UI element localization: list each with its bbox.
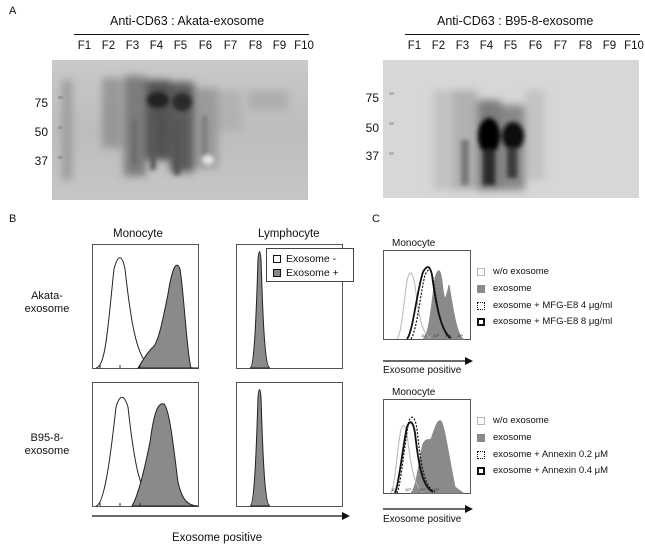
panel-b-label: B	[9, 213, 17, 225]
panel-c2-x-arrow	[383, 505, 473, 513]
legend-c1-mfge8-8: exosome + MFG-E8 8 μg/ml	[477, 316, 612, 327]
lane-label: F8	[248, 40, 263, 52]
blot-b95-title: Anti-CD63 : B95-8-exosome	[437, 14, 594, 28]
histogram-akata-monocyte	[92, 244, 199, 369]
mw-marker: 37	[365, 149, 379, 163]
lane-label: F9	[272, 40, 287, 52]
legend-swatch-filled	[273, 269, 281, 277]
lane-label: F1	[77, 40, 92, 52]
svg-text:10⁴: 10⁴	[419, 487, 425, 492]
lane-label: F7	[553, 40, 568, 52]
histogram-b95-lymphocyte	[236, 382, 343, 507]
legend-c1-wo-exosome: w/o exosome	[477, 266, 549, 277]
mw-marker: 50	[34, 125, 48, 139]
lane-label: F2	[101, 40, 116, 52]
panel-c2-title: Monocyte	[392, 387, 436, 398]
histogram-c1: 10² 10³ 10⁴ 10⁵	[383, 250, 471, 340]
svg-text:10⁵: 10⁵	[457, 333, 463, 338]
mw-marker: 50	[365, 121, 379, 135]
lane-label: F7	[223, 40, 238, 52]
lane-label: F10	[294, 40, 314, 52]
lane-label: F4	[479, 40, 494, 52]
blot-akata-title-rule	[74, 34, 309, 35]
panel-c1-title: Monocyte	[392, 238, 436, 249]
legend-swatch-filled	[477, 284, 485, 293]
legend-item-exosome-neg: Exosome -	[273, 253, 336, 265]
legend-swatch-gray-open	[477, 416, 485, 425]
legend-c2-wo-exosome: w/o exosome	[477, 415, 549, 426]
panel-c1-x-arrow	[383, 357, 473, 365]
legend-swatch-open	[273, 255, 281, 263]
blot-akata-lane-labels: F1 F2 F3 F4 F5 F6 F7 F8 F9 F10	[73, 40, 314, 54]
legend-c1-exosome: exosome	[477, 283, 532, 294]
svg-text:10²: 10²	[421, 333, 427, 338]
blot-b95-lane-labels: F1 F2 F3 F4 F5 F6 F7 F8 F9 F10	[403, 40, 644, 54]
lane-label: F8	[578, 40, 593, 52]
legend-swatch-filled	[477, 433, 485, 442]
mw-marker: 37	[34, 154, 48, 168]
svg-text:10⁴: 10⁴	[445, 333, 451, 338]
legend-swatch-dotted	[477, 301, 485, 310]
blot-akata-title: Anti-CD63 : Akata-exosome	[110, 14, 265, 28]
legend-swatch-dotted	[477, 450, 485, 459]
legend-swatch-bold	[477, 466, 485, 475]
panel-b-xlabel: Exosome positive	[172, 532, 263, 544]
lane-label: F6	[198, 40, 213, 52]
lane-label: F6	[528, 40, 543, 52]
legend-item-exosome-pos: Exosome +	[273, 267, 339, 279]
panel-c-label: C	[372, 213, 380, 225]
legend-swatch-gray-open	[477, 267, 485, 276]
svg-text:10³: 10³	[405, 487, 411, 492]
western-blot-akata	[52, 60, 308, 200]
lane-label: F3	[455, 40, 470, 52]
lane-label: F9	[602, 40, 617, 52]
legend-c2-exosome: exosome	[477, 432, 532, 443]
row-label-b95: B95-8- exosome	[24, 432, 70, 457]
panel-c1-xlabel: Exosome positive	[383, 365, 462, 376]
blot-b95-title-rule	[405, 34, 640, 35]
lane-label: F10	[624, 40, 644, 52]
column-title-monocyte: Monocyte	[113, 228, 163, 240]
panel-b-x-arrow	[92, 512, 350, 520]
panel-b-legend: Exosome - Exosome +	[266, 248, 354, 282]
lane-label: F2	[431, 40, 446, 52]
mw-marker: 75	[365, 91, 379, 105]
svg-text:10²: 10²	[391, 487, 397, 492]
lane-label: F3	[125, 40, 140, 52]
histogram-b95-monocyte	[92, 382, 199, 507]
western-blot-b95	[383, 60, 639, 198]
legend-swatch-bold	[477, 317, 485, 326]
svg-text:10⁵: 10⁵	[433, 487, 439, 492]
legend-c2-annexin-02: exosome + Annexin 0.2 μM	[477, 449, 608, 460]
legend-c1-mfge8-4: exosome + MFG-E8 4 μg/ml	[477, 300, 612, 311]
column-title-lymphocyte: Lymphocyte	[258, 228, 320, 240]
lane-label: F5	[503, 40, 518, 52]
row-label-akata: Akata- exosome	[24, 290, 70, 315]
lane-label: F1	[407, 40, 422, 52]
lane-label: F4	[149, 40, 164, 52]
lane-label: F5	[173, 40, 188, 52]
histogram-c2: 10² 10³ 10⁴ 10⁵	[383, 399, 471, 494]
legend-c2-annexin-04: exosome + Annexin 0.4 μM	[477, 465, 608, 476]
svg-text:10³: 10³	[433, 333, 439, 338]
panel-a-label: A	[9, 5, 17, 17]
mw-marker: 75	[34, 96, 48, 110]
panel-c2-xlabel: Exosome positive	[383, 514, 462, 525]
